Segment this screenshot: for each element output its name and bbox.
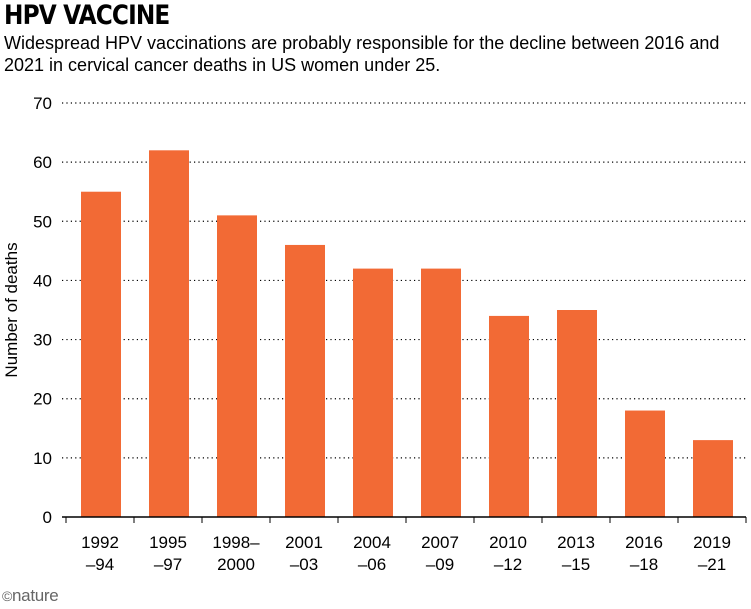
bar — [489, 315, 529, 517]
bar — [557, 310, 597, 517]
x-tick-label: 2013 — [557, 533, 595, 552]
x-tick-label: 1995 — [149, 533, 187, 552]
x-tick-label: –06 — [358, 555, 386, 574]
x-tick-label: 2016 — [625, 533, 663, 552]
bar — [285, 244, 325, 517]
bar — [149, 150, 189, 518]
x-axis — [62, 516, 747, 523]
x-tick-label: 1992 — [81, 533, 119, 552]
bar — [625, 410, 665, 517]
y-tick-label: 40 — [33, 271, 52, 290]
y-tick-label: 50 — [33, 212, 52, 231]
bar — [421, 268, 461, 517]
y-tick-label: 0 — [43, 508, 52, 527]
x-tick-label: 2000 — [217, 555, 255, 574]
bar — [353, 268, 393, 517]
y-tick-label: 70 — [33, 94, 52, 113]
nature-logo: ©nature — [2, 586, 59, 605]
bar — [217, 215, 257, 517]
x-tick-label: –15 — [562, 555, 590, 574]
x-tick-label: 2001 — [285, 533, 323, 552]
y-tick-label: 20 — [33, 390, 52, 409]
x-tick-label: –97 — [154, 555, 182, 574]
chart-subtitle: Widespread HPV vaccinations are probably… — [4, 33, 720, 75]
x-tick-label: –18 — [630, 555, 658, 574]
y-axis-label: Number of deaths — [2, 242, 21, 377]
bar — [81, 191, 121, 517]
x-tick-label: 2010 — [489, 533, 527, 552]
y-tick-label: 60 — [33, 153, 52, 172]
x-tick-label: –21 — [698, 555, 726, 574]
x-tick-label: –94 — [86, 555, 114, 574]
x-tick-label: 2004 — [353, 533, 391, 552]
bar — [693, 440, 733, 517]
x-tick-label: 2007 — [421, 533, 459, 552]
chart-title: HPV VACCINE — [4, 0, 170, 31]
y-axis-ticks: 0 10 20 30 40 50 60 70 — [33, 94, 52, 527]
x-axis-ticks: 1992 –94 1995 –97 1998– 2000 2001 –03 2004 –06 200… — [81, 533, 731, 574]
x-tick-label: 1998– — [212, 533, 260, 552]
x-tick-label: 2019 — [693, 533, 731, 552]
x-tick-label: –03 — [290, 555, 318, 574]
x-tick-label: –12 — [494, 555, 522, 574]
y-tick-label: 30 — [33, 331, 52, 350]
bars — [81, 150, 733, 518]
y-tick-label: 10 — [33, 449, 52, 468]
x-tick-label: –09 — [426, 555, 454, 574]
